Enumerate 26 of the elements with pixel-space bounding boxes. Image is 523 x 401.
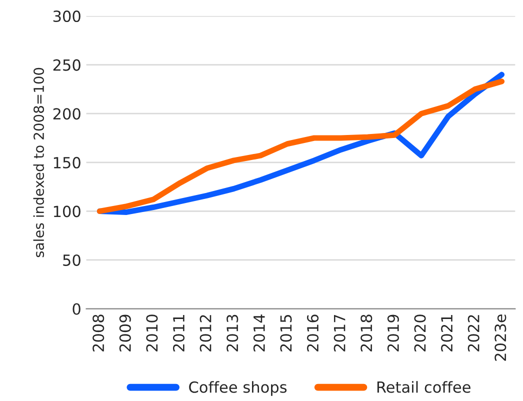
x-tick-label: 2013 <box>226 314 238 352</box>
x-tick-label: 2017 <box>334 314 346 352</box>
y-tick-label: 50 <box>63 254 80 266</box>
y-tick-label: 200 <box>53 108 80 120</box>
x-tick-label: 2021 <box>441 315 453 352</box>
y-tick-label: 0 <box>72 303 80 315</box>
x-tick-label: 2011 <box>172 315 185 352</box>
y-tick-label: 300 <box>53 10 80 22</box>
y-tick-label: 100 <box>54 206 80 218</box>
x-tick-label: 2015 <box>280 314 292 352</box>
x-tick-label: 2022 <box>468 315 480 352</box>
x-tick-label: 2019 <box>387 314 399 352</box>
x-tick-label: 2012 <box>200 315 212 352</box>
x-tick-label: 2008 <box>92 314 104 352</box>
legend-label: Coffee shops <box>189 381 287 396</box>
x-tick-label: 2014 <box>253 314 265 352</box>
x-tick-label: 2016 <box>307 314 319 352</box>
x-tick-label: 2009 <box>119 314 131 352</box>
y-tick-label: 250 <box>53 59 80 71</box>
y-axis-title: sales indexed to 2008=100 <box>33 68 44 258</box>
x-tick-label: 2010 <box>146 314 158 352</box>
legend-label: Retail coffee <box>377 381 470 393</box>
y-tick-label: 150 <box>54 156 80 168</box>
x-tick-label: 2018 <box>360 314 372 352</box>
x-tick-label: 2020 <box>414 314 426 352</box>
x-tick-label: 2023e <box>494 314 506 361</box>
